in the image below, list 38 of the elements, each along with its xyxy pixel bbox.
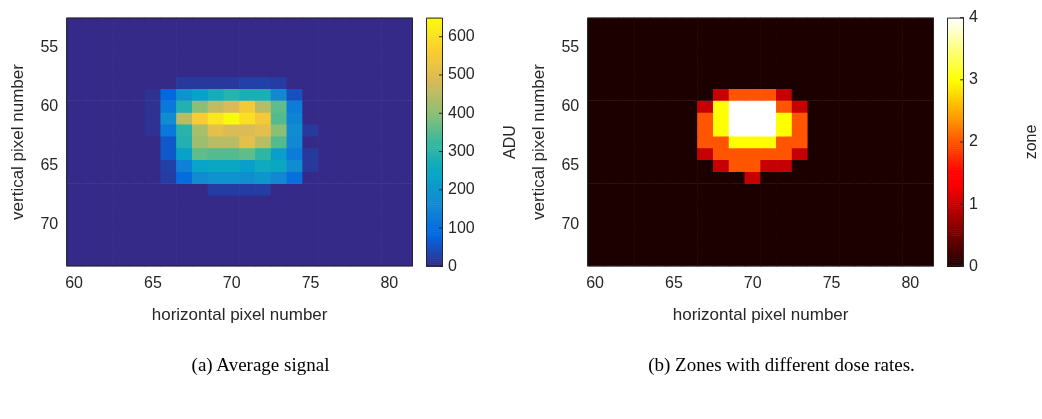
color-bar-label: 3 [969, 70, 978, 88]
color-bar-label: 100 [448, 218, 475, 236]
y-axis-title: vertical pixel number [528, 63, 548, 220]
text: (a) Average signal [190, 354, 331, 376]
x-axis-title: horizontal pixel number [672, 305, 849, 325]
color-bar-label: 400 [448, 103, 475, 121]
color-bar-label: 200 [448, 180, 475, 198]
x-tick-label: 75 [822, 274, 841, 292]
y-tick-label: 60 [40, 96, 59, 114]
x-tick-label: 80 [380, 274, 399, 292]
y-tick-label: 70 [40, 215, 59, 233]
y-axis-title: vertical pixel number [7, 63, 27, 220]
color-bar-label: 300 [448, 141, 475, 159]
y-tick-label: 55 [40, 37, 59, 55]
x-axis-title: horizontal pixel number [151, 305, 328, 325]
color-bar-label: 0 [969, 256, 978, 274]
y-tick-label: 65 [40, 156, 59, 174]
y-tick-label: 70 [561, 215, 580, 233]
y-tick-label: 55 [561, 37, 580, 55]
text: (b) Zones with different dose rates. [647, 354, 916, 376]
x-tick-label: 70 [743, 274, 762, 292]
x-tick-label: 80 [901, 274, 920, 292]
x-tick-label: 70 [222, 274, 241, 292]
color-bar-title: zone [1022, 124, 1040, 160]
color-bar-label: 4 [969, 8, 978, 26]
x-tick-label: 75 [301, 274, 320, 292]
color-bar-label: 600 [448, 27, 475, 45]
y-tick-label: 65 [561, 156, 580, 174]
y-tick-label: 60 [561, 96, 580, 114]
color-bar-label: 0 [448, 256, 457, 274]
color-bar-label: 1 [969, 194, 978, 212]
x-tick-label: 60 [65, 274, 84, 292]
x-tick-label: 60 [586, 274, 605, 292]
x-tick-label: 65 [144, 274, 162, 292]
color-bar-title: ADU [501, 125, 519, 159]
color-bar-label: 500 [448, 65, 475, 83]
x-tick-label: 65 [665, 274, 683, 292]
color-bar-label: 2 [969, 132, 978, 150]
